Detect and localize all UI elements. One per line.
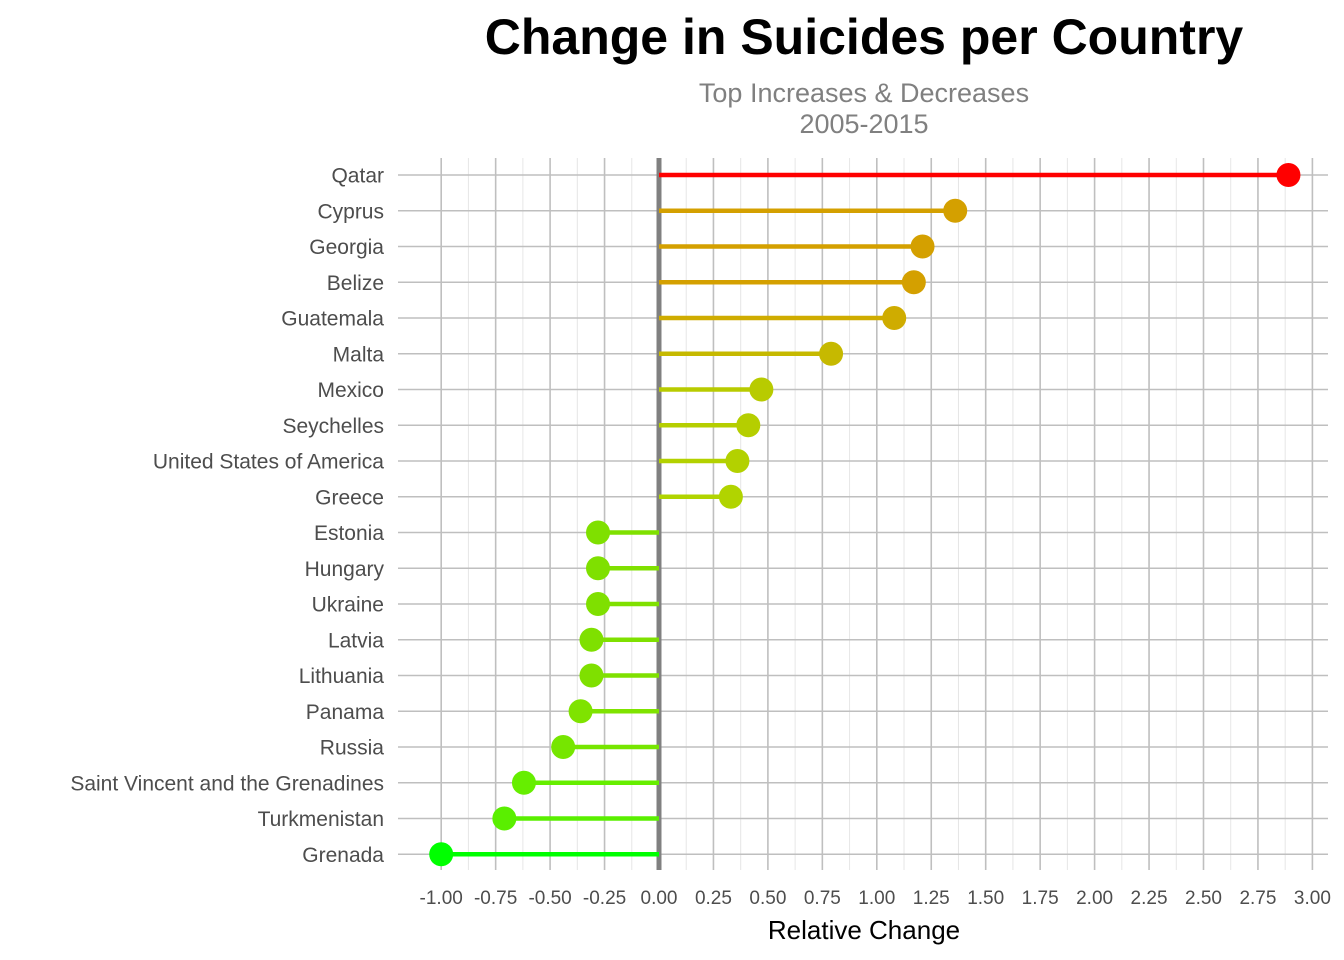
x-tick-label: 0.25 bbox=[695, 888, 732, 909]
x-tick-label: 0.75 bbox=[804, 888, 841, 909]
lollipop-point bbox=[901, 270, 926, 295]
grid bbox=[398, 158, 1328, 870]
x-tick-label: 2.25 bbox=[1131, 888, 1168, 909]
category-label: Grenada bbox=[302, 844, 384, 867]
lollipop-point bbox=[943, 198, 968, 223]
category-label: Seychelles bbox=[282, 415, 384, 438]
x-tick-label: 1.75 bbox=[1022, 888, 1059, 909]
x-tick-label: -0.50 bbox=[528, 888, 571, 909]
lollipop-point bbox=[910, 234, 935, 259]
category-label: Turkmenistan bbox=[258, 808, 384, 831]
x-axis-title: Relative Change bbox=[768, 915, 960, 945]
x-tick-label: 2.50 bbox=[1185, 888, 1222, 909]
category-label: Georgia bbox=[309, 236, 384, 259]
x-tick-label: -1.00 bbox=[420, 888, 463, 909]
category-labels: Qatar Cyprus Georgia Belize Guatemala Malta Me… bbox=[70, 165, 384, 867]
lollipop-point bbox=[718, 484, 743, 509]
category-label: Saint Vincent and the Grenadines bbox=[70, 772, 384, 795]
x-tick-label: 2.00 bbox=[1076, 888, 1113, 909]
points bbox=[429, 163, 1301, 867]
x-tick-label: 0.50 bbox=[749, 888, 786, 909]
lollipop-point bbox=[586, 520, 611, 545]
x-tick-label: -0.75 bbox=[474, 888, 517, 909]
lollipop-point bbox=[511, 770, 536, 795]
category-label: Qatar bbox=[331, 165, 384, 188]
category-label: Mexico bbox=[317, 379, 384, 402]
lollipop-point bbox=[725, 449, 750, 473]
chart-subtitle-line-2: 2005-2015 bbox=[799, 109, 928, 139]
x-tick-label: -0.25 bbox=[583, 888, 626, 909]
category-label: Russia bbox=[320, 737, 385, 760]
x-tick-label: 0.00 bbox=[641, 888, 678, 909]
x-tick-label: 1.50 bbox=[967, 888, 1004, 909]
category-label: Greece bbox=[315, 486, 384, 509]
x-tick-label: 1.00 bbox=[858, 888, 895, 909]
stems bbox=[441, 172, 1289, 857]
lollipop-point bbox=[882, 306, 907, 330]
x-tick-label: 3.00 bbox=[1294, 888, 1331, 909]
category-label: United States of America bbox=[153, 451, 384, 474]
category-label: Panama bbox=[306, 701, 385, 724]
category-label: Cyprus bbox=[317, 200, 384, 223]
category-label: Ukraine bbox=[312, 594, 384, 617]
category-label: Lithuania bbox=[299, 665, 385, 688]
lollipop-point bbox=[492, 806, 517, 831]
chart-subtitle-line-1: Top Increases & Decreases bbox=[699, 78, 1029, 108]
lollipop-point bbox=[1276, 163, 1301, 187]
category-label: Hungary bbox=[305, 558, 385, 581]
x-tick-label: 1.25 bbox=[913, 888, 950, 909]
category-label: Latvia bbox=[328, 629, 384, 652]
x-tick-labels: -1.00 -0.75 -0.50 -0.25 0.00 0.25 0.50 0.75 1.00… bbox=[420, 888, 1331, 909]
lollipop-point bbox=[749, 377, 774, 402]
lollipop-point bbox=[579, 663, 604, 688]
lollipop-point bbox=[568, 699, 593, 724]
category-label: Estonia bbox=[314, 522, 384, 545]
lollipop-point bbox=[586, 556, 611, 581]
lollipop-point bbox=[819, 341, 844, 366]
category-label: Guatemala bbox=[281, 308, 384, 331]
chart-title: Change in Suicides per Country bbox=[485, 9, 1244, 65]
x-tick-label: 2.75 bbox=[1239, 888, 1276, 909]
lollipop-point bbox=[586, 592, 611, 616]
lollipop-point bbox=[429, 842, 454, 867]
lollipop-point bbox=[551, 735, 576, 759]
lollipop-point bbox=[736, 413, 761, 438]
lollipop-point bbox=[579, 627, 604, 652]
category-label: Malta bbox=[333, 343, 385, 366]
category-label: Belize bbox=[327, 272, 384, 295]
